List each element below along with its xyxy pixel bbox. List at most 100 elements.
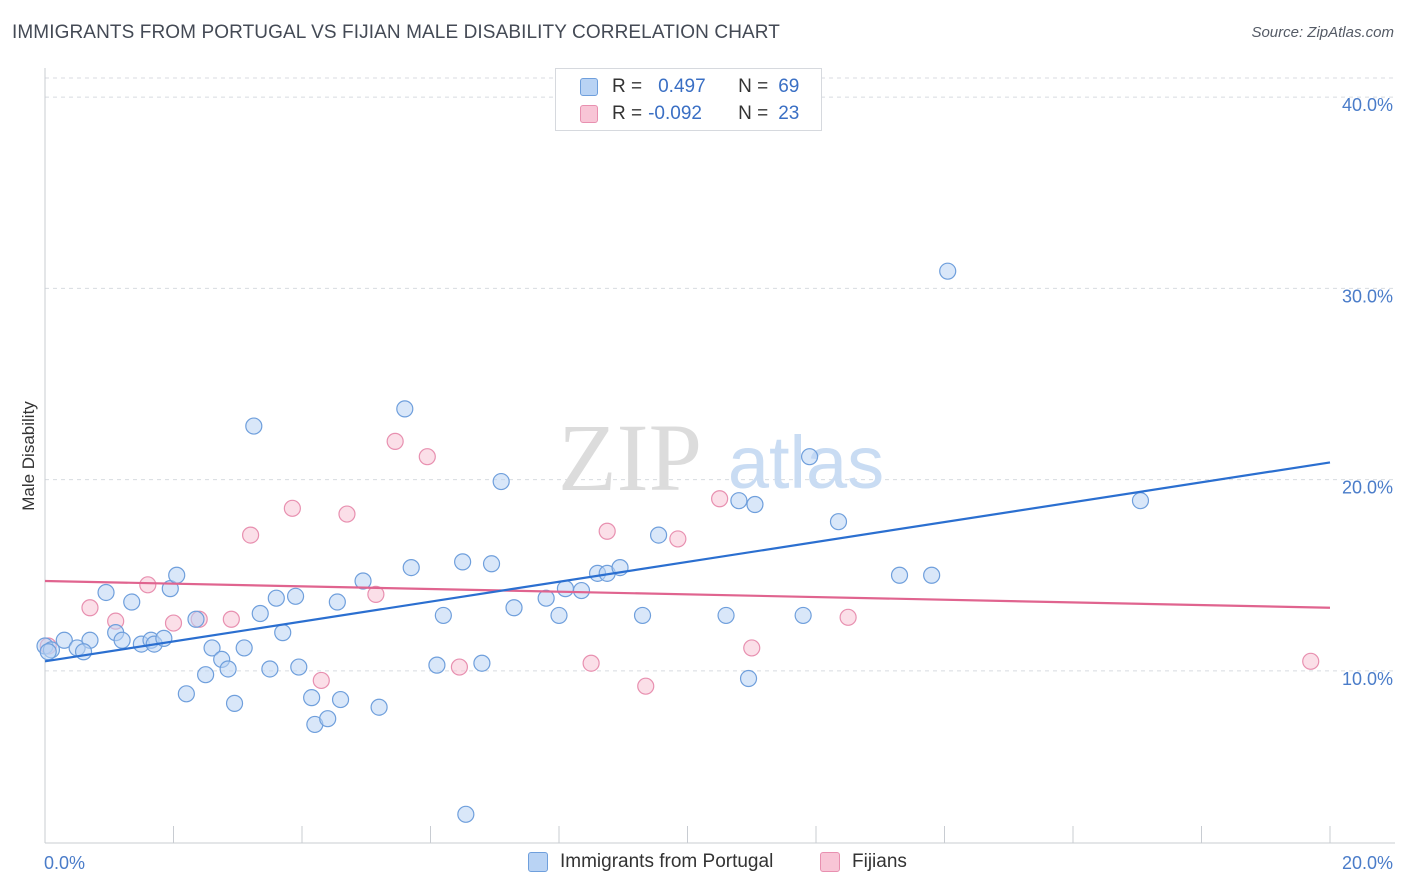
legend-n-label: N =	[738, 76, 769, 97]
y-axis-label: Male Disability	[19, 401, 38, 511]
source-label: Source: ZipAtlas.com	[1251, 24, 1394, 41]
portugal-point	[939, 262, 957, 280]
fijians-point	[312, 671, 330, 690]
fijians-point	[418, 448, 436, 466]
portugal-point	[328, 593, 346, 611]
fijians-point	[839, 608, 857, 626]
fijians-point	[582, 654, 600, 672]
portugal-point	[457, 805, 475, 823]
portugal-point	[556, 580, 575, 598]
portugal-point	[396, 400, 414, 418]
portugal-point	[97, 583, 115, 602]
grid-lines	[45, 77, 1395, 672]
axes	[44, 68, 1395, 844]
portugal-point	[370, 698, 388, 716]
legend-item-fijians: Fijians	[820, 851, 907, 873]
legend-r-label: R =	[612, 76, 643, 97]
fijians-point	[637, 677, 655, 695]
portugal-point	[303, 689, 321, 707]
legend-r-value: 0.497	[658, 76, 706, 97]
portugal-point	[113, 631, 131, 649]
portugal-point	[492, 472, 510, 491]
portugal-point	[402, 558, 420, 577]
y-tick-label: 40.0%	[1342, 95, 1393, 115]
portugal-point	[177, 685, 195, 703]
portugal-point	[261, 660, 279, 678]
portugal-point	[717, 606, 735, 625]
fijians-point	[139, 576, 157, 594]
portugal-point	[290, 658, 308, 676]
portugal-point	[473, 654, 491, 672]
portugal-point	[454, 553, 472, 571]
portugal-point	[319, 710, 337, 728]
portugal-point	[331, 690, 350, 709]
portugal-point	[550, 606, 568, 625]
portugal-point	[428, 656, 446, 674]
fijians-point	[283, 499, 301, 517]
fijians-point	[242, 526, 260, 544]
portugal-point	[800, 448, 819, 466]
portugal-point	[739, 669, 758, 688]
legend-swatch-pink	[820, 852, 840, 872]
portugal-point	[633, 606, 652, 625]
portugal-point	[829, 513, 848, 531]
legend-n-label: N =	[738, 103, 769, 124]
fijians-point	[386, 432, 404, 450]
fijians-point	[222, 610, 240, 628]
legend-row-fijians: R = -0.092 N = 23	[580, 102, 799, 126]
fijians-point	[669, 530, 687, 548]
portugal-point	[794, 606, 812, 625]
portugal-point	[187, 610, 205, 628]
legend-n-value: 23	[778, 103, 800, 124]
legend-r-value: -0.092	[648, 103, 702, 124]
portugal-point	[39, 643, 57, 661]
fijians-point	[450, 658, 469, 676]
portugal-point	[505, 599, 523, 617]
portugal-point	[235, 639, 253, 657]
legend-item-portugal: Immigrants from Portugal	[528, 851, 773, 873]
portugal-point	[286, 587, 305, 605]
fijians-point	[1302, 652, 1320, 670]
portugal-point	[354, 572, 372, 590]
fijians-points	[39, 432, 1320, 695]
legend-label-portugal: Immigrants from Portugal	[560, 851, 774, 872]
portugal-point	[649, 526, 668, 544]
y-tick-label: 20.0%	[1342, 478, 1393, 498]
tick-labels: 10.0% 20.0% 30.0% 40.0% 0.0% 20.0%	[44, 95, 1393, 873]
legend-label-fijians: Fijians	[852, 851, 907, 872]
fijians-point	[367, 585, 385, 603]
y-tick-label: 10.0%	[1342, 669, 1393, 689]
x-tick-label-start: 0.0%	[44, 853, 85, 873]
fijians-point	[711, 490, 729, 508]
portugal-point	[168, 566, 186, 584]
portugal-points	[36, 262, 1150, 823]
trend-lines	[44, 461, 1331, 663]
fijians-point	[743, 639, 761, 657]
legend-n-value: 69	[778, 76, 800, 97]
portugal-point	[74, 643, 93, 661]
y-tick-label: 30.0%	[1342, 286, 1393, 306]
fijians-trend-line	[44, 579, 1331, 609]
fijians-point	[598, 522, 616, 540]
legend-swatch-blue	[580, 78, 598, 96]
legend-swatch-blue	[528, 852, 548, 872]
portugal-point	[537, 589, 555, 607]
portugal-point	[923, 566, 941, 584]
portugal-trend-line	[44, 461, 1331, 663]
portugal-point	[1131, 492, 1150, 510]
legend-r-label: R =	[612, 103, 643, 124]
x-tick-label-end: 20.0%	[1342, 853, 1393, 873]
portugal-point	[123, 593, 141, 611]
fijians-point	[81, 599, 99, 617]
portugal-point	[572, 581, 591, 600]
portugal-point	[482, 555, 501, 573]
fijians-point	[338, 505, 356, 523]
portugal-point	[203, 639, 221, 657]
portugal-point	[267, 589, 285, 607]
portugal-point	[197, 666, 215, 684]
portugal-point	[225, 694, 244, 712]
portugal-point	[251, 604, 269, 623]
portugal-point	[55, 631, 73, 649]
stats-legend: R = 0.497 N = 69 R = -0.092 N = 23	[555, 68, 822, 131]
